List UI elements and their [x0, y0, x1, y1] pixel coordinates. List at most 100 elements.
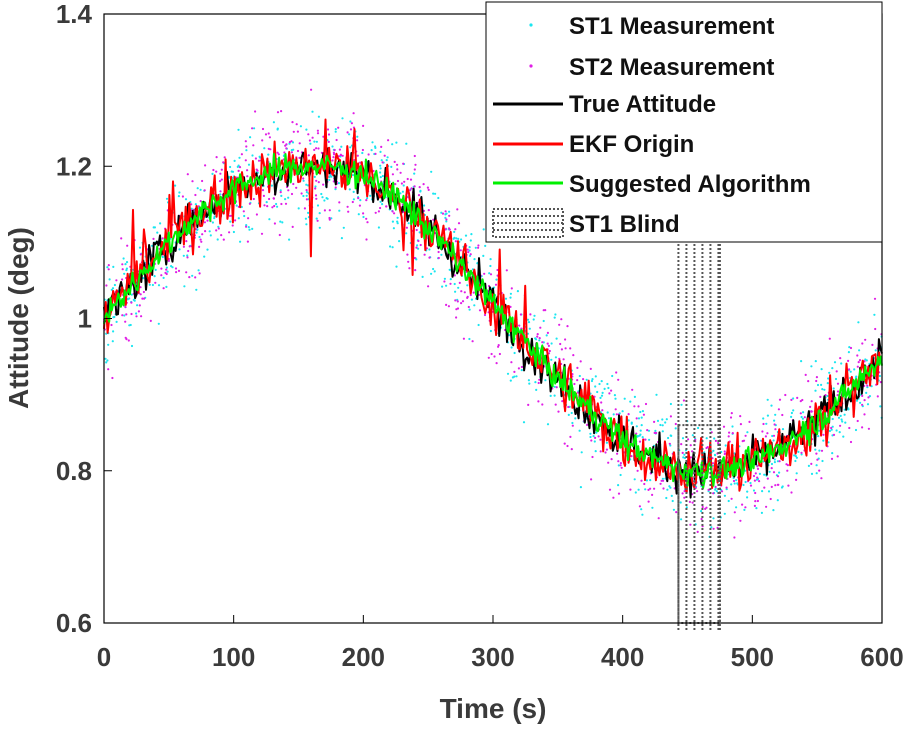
legend-entry-ekf-origin: EKF Origin [493, 131, 694, 158]
st1-measurement-point [781, 428, 785, 431]
st1-measurement-point [238, 156, 241, 159]
st1-measurement-point [666, 488, 669, 491]
legend-entry-st2: ST2 Measurement [529, 54, 774, 81]
st2-measurement-point [290, 140, 293, 143]
st2-measurement-point [167, 259, 170, 262]
st2-measurement-point [107, 368, 110, 371]
st2-measurement-point [149, 319, 152, 322]
x-tick-label: 200 [342, 642, 385, 672]
st1-measurement-point [325, 197, 328, 200]
st1-measurement-point [555, 337, 558, 340]
st2-measurement-point [538, 378, 541, 381]
st2-measurement-point [276, 151, 279, 154]
st2-measurement-point [273, 204, 276, 208]
legend-label-st1: ST1 Measurement [569, 13, 774, 40]
st2-measurement-point [290, 151, 293, 154]
st2-measurement-point [215, 156, 218, 159]
st1-measurement-point [637, 417, 641, 420]
st1-measurement-point [423, 204, 426, 207]
st2-measurement-point [268, 197, 271, 201]
st1-measurement-point [136, 304, 139, 307]
st2-measurement-point [858, 359, 862, 362]
st1-blind-region [677, 232, 721, 631]
st1-measurement-point [468, 254, 472, 257]
st1-measurement-point [229, 165, 232, 169]
st2-measurement-point [493, 355, 496, 358]
st2-measurement-point [199, 200, 202, 203]
st2-measurement-point [772, 434, 776, 437]
st1-measurement-point [197, 269, 200, 272]
st2-measurement-point [242, 210, 245, 213]
st1-measurement-point [847, 407, 850, 410]
x-axis-ticks: 0 100 200 300 400 500 600 [97, 615, 904, 672]
st1-measurement-point [379, 150, 382, 153]
st2-measurement-point [271, 206, 274, 209]
st2-measurement-point [357, 197, 360, 200]
st2-measurement-point [268, 136, 271, 139]
st1-measurement-point [670, 494, 673, 497]
st2-measurement-point [538, 337, 541, 340]
st2-measurement-point [219, 172, 222, 175]
st1-measurement-point [859, 401, 862, 404]
st2-measurement-point [199, 238, 202, 241]
st1-measurement-point [402, 184, 405, 187]
st1-measurement-point [434, 192, 437, 195]
st2-measurement-point [662, 487, 665, 490]
st1-measurement-point [398, 240, 401, 243]
st2-measurement-point [327, 140, 330, 143]
st1-measurement-point [313, 140, 316, 143]
st2-measurement-point [410, 187, 413, 190]
st2-measurement-point [365, 199, 368, 202]
st1-measurement-point [267, 153, 270, 156]
st2-measurement-point [696, 490, 699, 493]
st1-measurement-point [713, 437, 716, 440]
st1-measurement-point [528, 382, 531, 385]
st1-measurement-point [578, 429, 581, 432]
st2-measurement-point [314, 187, 317, 190]
st1-measurement-point [199, 188, 202, 191]
st2-measurement-point [358, 204, 361, 207]
st2-measurement-point [466, 295, 469, 298]
st1-measurement-point [633, 395, 637, 398]
st1-measurement-point [661, 418, 664, 421]
st1-measurement-point [161, 255, 164, 259]
st1-measurement-point [574, 417, 577, 420]
st2-measurement-point [188, 276, 191, 279]
st2-measurement-point [732, 479, 736, 483]
st2-measurement-point [351, 200, 354, 204]
st2-measurement-point [310, 88, 313, 91]
x-tick-label: 300 [471, 642, 514, 672]
st1-measurement-point [553, 316, 556, 319]
st2-measurement-point [338, 148, 341, 151]
st2-measurement-point [120, 237, 123, 240]
st2-measurement-point [835, 370, 838, 373]
st2-measurement-point [597, 435, 600, 438]
st1-measurement-point [614, 397, 617, 400]
st1-measurement-point [823, 388, 826, 391]
st1-measurement-point [761, 490, 764, 493]
st2-measurement-point [261, 127, 265, 131]
st2-measurement-point [415, 228, 418, 232]
st1-measurement-point [528, 327, 531, 330]
st2-measurement-point [391, 173, 394, 176]
st2-measurement-point [497, 345, 500, 348]
st1-measurement-point [814, 448, 817, 451]
st2-measurement-point [778, 460, 781, 463]
st1-measurement-point [281, 221, 284, 224]
st2-measurement-point [720, 490, 724, 493]
st1-measurement-point [151, 283, 154, 287]
st2-measurement-point [254, 157, 257, 160]
st2-measurement-point [394, 183, 397, 186]
st2-measurement-point [212, 168, 215, 172]
st2-measurement-point [185, 240, 188, 243]
st1-measurement-point [477, 323, 480, 327]
st2-measurement-point [387, 139, 390, 142]
st1-measurement-point [826, 394, 829, 398]
st1-measurement-point [770, 404, 773, 407]
st2-measurement-point [731, 432, 734, 435]
st2-measurement-point [617, 492, 621, 495]
st2-measurement-point [292, 182, 295, 186]
st1-measurement-point [781, 485, 784, 488]
st1-measurement-point [617, 464, 620, 467]
